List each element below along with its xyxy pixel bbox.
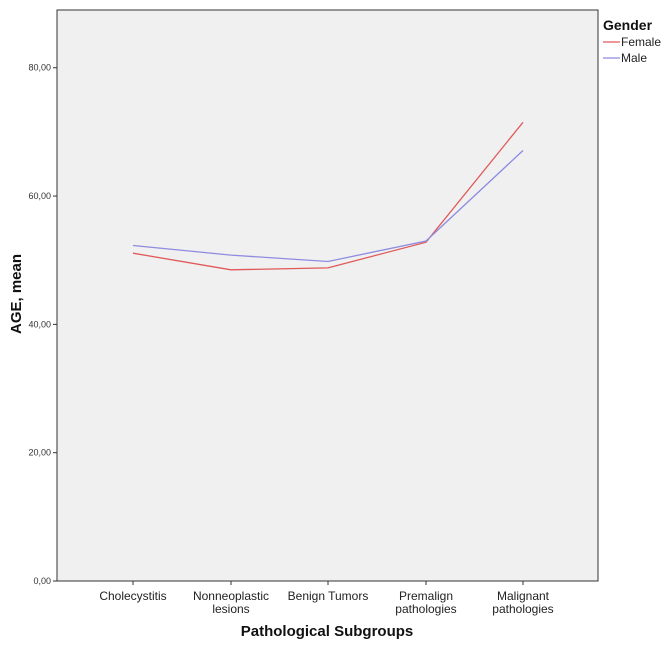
y-tick-label: 0,00 bbox=[33, 576, 51, 586]
x-axis: Cholecystitis Nonneoplastic lesions Benign … bbox=[99, 581, 554, 616]
y-tick-label: 40,00 bbox=[28, 319, 51, 329]
legend: Gender Female Male bbox=[603, 17, 661, 65]
series-lines bbox=[132, 121, 524, 271]
x-tick-label: Nonneoplastic lesions bbox=[193, 589, 269, 616]
x-tick-label: Cholecystitis bbox=[99, 589, 166, 603]
y-tick-label: 60,00 bbox=[28, 191, 51, 201]
legend-title: Gender bbox=[603, 17, 653, 33]
legend-label-female: Female bbox=[621, 35, 661, 49]
x-tick-label: Premalign pathologies bbox=[395, 589, 456, 616]
legend-label-male: Male bbox=[621, 51, 647, 65]
y-tick-label: 80,00 bbox=[28, 63, 51, 73]
series-line-male bbox=[132, 150, 524, 263]
x-axis-title: Pathological Subgroups bbox=[241, 623, 414, 640]
x-tick-label: Malignant pathologies bbox=[492, 589, 553, 616]
y-axis-title: AGE, mean bbox=[8, 254, 25, 334]
series-line-female bbox=[132, 121, 524, 271]
y-axis: 0,00 20,00 40,00 60,00 80,00 bbox=[28, 63, 57, 586]
y-tick-label: 20,00 bbox=[28, 448, 51, 458]
x-tick-label: Benign Tumors bbox=[288, 589, 369, 603]
plot-area bbox=[56, 9, 599, 582]
